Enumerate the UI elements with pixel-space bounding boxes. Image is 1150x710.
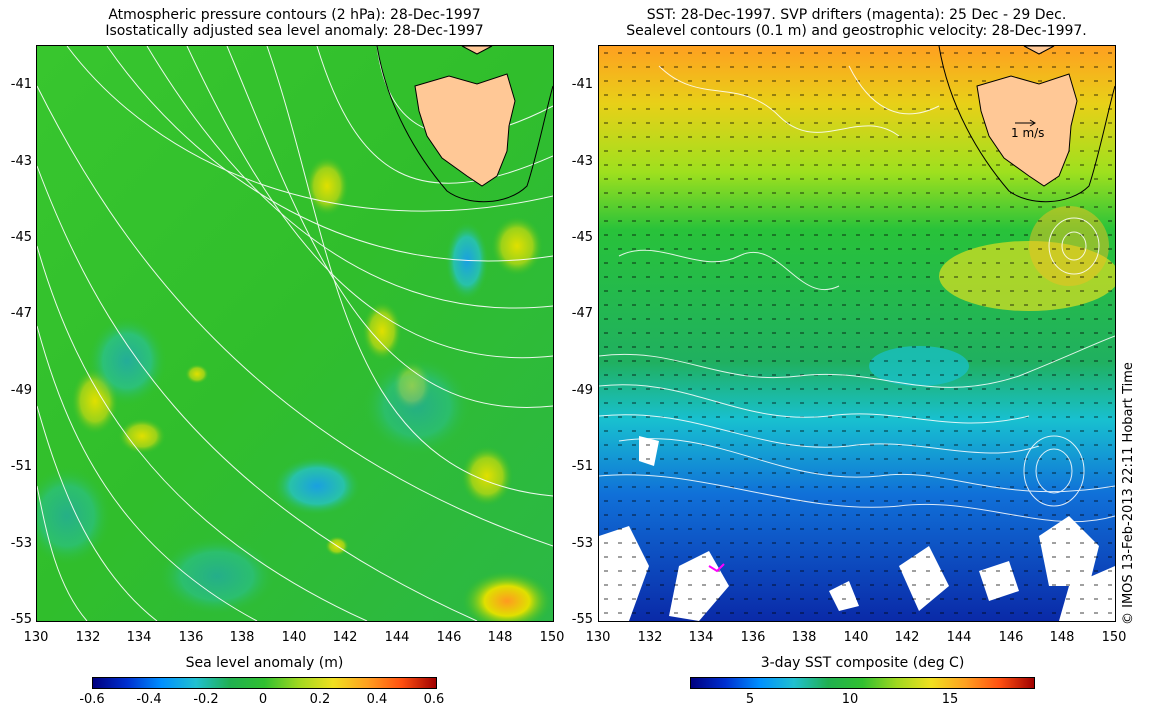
left-title-line2: Isostatically adjusted sea level anomaly… (105, 23, 484, 39)
colorbar-label: 5 (745, 692, 755, 707)
x-tick: 130 (23, 630, 49, 645)
x-tick: 146 (998, 630, 1024, 645)
y-tick: -41 (10, 77, 32, 92)
y-tick: -43 (10, 154, 32, 169)
anomaly-positive (118, 418, 166, 454)
anomaly-positive (305, 156, 349, 216)
shelf-contour (376, 46, 553, 203)
y-tick: -45 (571, 230, 593, 245)
anomaly-positive (461, 446, 513, 506)
sst-svg (599, 46, 1115, 621)
imos-credit: © IMOS 13-Feb-2013 22:11 Hobart Time (1121, 362, 1136, 625)
y-tick: -47 (571, 306, 593, 321)
y-tick: -55 (571, 612, 593, 627)
colorbar-label: -0.2 (193, 692, 219, 707)
left-title-line1: Atmospheric pressure contours (2 hPa): 2… (108, 7, 481, 23)
svp-drifter-track (708, 563, 725, 573)
x-tick: 132 (75, 630, 101, 645)
sea-level-anomaly-colorbar (92, 677, 437, 689)
island-landmass (461, 46, 493, 55)
velocity-scale-label: 1 m/s (1011, 126, 1045, 140)
x-tick: 136 (740, 630, 766, 645)
anomaly-negative (362, 356, 472, 456)
tasmania-landmass (414, 73, 516, 187)
x-tick: 144 (384, 630, 410, 645)
x-tick: 142 (894, 630, 920, 645)
y-tick: -49 (10, 383, 32, 398)
x-tick: 140 (843, 630, 869, 645)
anomaly-positive (362, 301, 402, 361)
x-tick: 148 (1049, 630, 1075, 645)
x-tick: 148 (487, 630, 513, 645)
island-landmass (1023, 46, 1055, 55)
y-tick: -41 (571, 77, 593, 92)
x-tick: 138 (791, 630, 817, 645)
y-tick: -53 (571, 536, 593, 551)
x-tick: 150 (1101, 630, 1127, 645)
x-tick: 132 (637, 630, 663, 645)
anomaly-positive-strong (462, 571, 552, 621)
x-tick: 150 (539, 630, 565, 645)
left-colorbar-title: Sea level anomaly (m) (185, 655, 344, 671)
x-tick: 134 (688, 630, 714, 645)
sea-level-anomaly-map (36, 45, 554, 622)
colorbar-label: 0.6 (423, 692, 445, 707)
y-tick: -45 (10, 230, 32, 245)
x-tick: 134 (126, 630, 152, 645)
anomaly-positive (185, 364, 209, 384)
colorbar-label: 0.2 (309, 692, 331, 707)
y-tick: -55 (10, 612, 32, 627)
right-title-line2: Sealevel contours (0.1 m) and geostrophi… (626, 23, 1087, 39)
colorbar-label: -0.6 (79, 692, 105, 707)
right-colorbar-title: 3-day SST composite (deg C) (760, 655, 965, 671)
y-tick: -53 (10, 536, 32, 551)
sea-level-anomaly-svg (37, 46, 553, 621)
sst-colorbar (690, 677, 1035, 689)
x-tick: 140 (281, 630, 307, 645)
x-tick: 144 (946, 630, 972, 645)
x-tick: 146 (436, 630, 462, 645)
y-tick: -51 (571, 459, 593, 474)
x-tick: 138 (229, 630, 255, 645)
x-tick: 142 (332, 630, 358, 645)
tasmania-landmass (976, 73, 1078, 187)
colorbar-label: -0.4 (136, 692, 162, 707)
sst-map: 1 m/s (598, 45, 1116, 622)
y-tick: -49 (571, 383, 593, 398)
anomaly-negative (37, 466, 112, 566)
sealevel-contours (599, 65, 1115, 523)
y-tick: -47 (10, 306, 32, 321)
colorbar-label: 0 (258, 692, 268, 707)
y-tick: -43 (571, 154, 593, 169)
shelf-contour (938, 46, 1115, 203)
x-tick: 130 (585, 630, 611, 645)
anomaly-negative (157, 536, 277, 616)
colorbar-label: 15 (941, 692, 959, 707)
right-title-line1: SST: 28-Dec-1997. SVP drifters (magenta)… (646, 7, 1067, 23)
anomaly-positive (491, 216, 543, 276)
pressure-contours (37, 46, 553, 621)
anomaly-negative (272, 456, 362, 516)
colorbar-label: 10 (841, 692, 859, 707)
y-tick: -51 (10, 459, 32, 474)
colorbar-label: 0.4 (366, 692, 388, 707)
x-tick: 136 (178, 630, 204, 645)
anomaly-negative (87, 316, 167, 406)
